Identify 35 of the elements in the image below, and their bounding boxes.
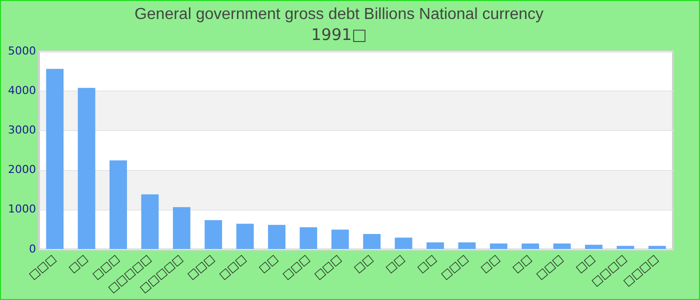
x-tick-label: □□ — [351, 252, 376, 276]
bar — [268, 224, 286, 249]
bar — [300, 227, 318, 249]
bar — [616, 246, 634, 249]
x-tick-label: □□ — [256, 252, 281, 276]
bar — [46, 68, 64, 249]
x-tick-label: □□ — [414, 252, 440, 276]
bar — [363, 234, 381, 249]
bar — [394, 238, 412, 249]
x-tick-label: □□ — [510, 252, 534, 276]
x-tick-label: □□ — [383, 252, 408, 276]
chart-subtitle: 1991□ — [311, 24, 367, 44]
bar — [648, 246, 666, 249]
bar — [110, 160, 127, 249]
y-tick-label: 5000 — [8, 44, 36, 58]
y-tick-label: 4000 — [8, 84, 36, 97]
x-tick-label: □□ — [478, 252, 502, 276]
chart-title: General government gross debt Billions National currency — [134, 6, 544, 24]
bar — [585, 244, 602, 249]
bar — [426, 242, 444, 249]
y-tick-label: 3000 — [8, 123, 36, 136]
bar — [331, 230, 349, 249]
bar — [458, 242, 476, 249]
bar — [172, 207, 190, 249]
x-tick-label: □□ — [66, 252, 90, 276]
y-tick-label: 1000 — [8, 202, 36, 216]
bar — [553, 244, 571, 249]
bar — [78, 88, 96, 249]
bar — [204, 220, 222, 249]
y-tick-label: 0 — [28, 242, 36, 256]
bar — [236, 224, 254, 249]
bar — [490, 244, 508, 249]
bar — [141, 194, 159, 249]
y-tick-label: 2000 — [8, 163, 36, 176]
bar — [522, 244, 540, 249]
